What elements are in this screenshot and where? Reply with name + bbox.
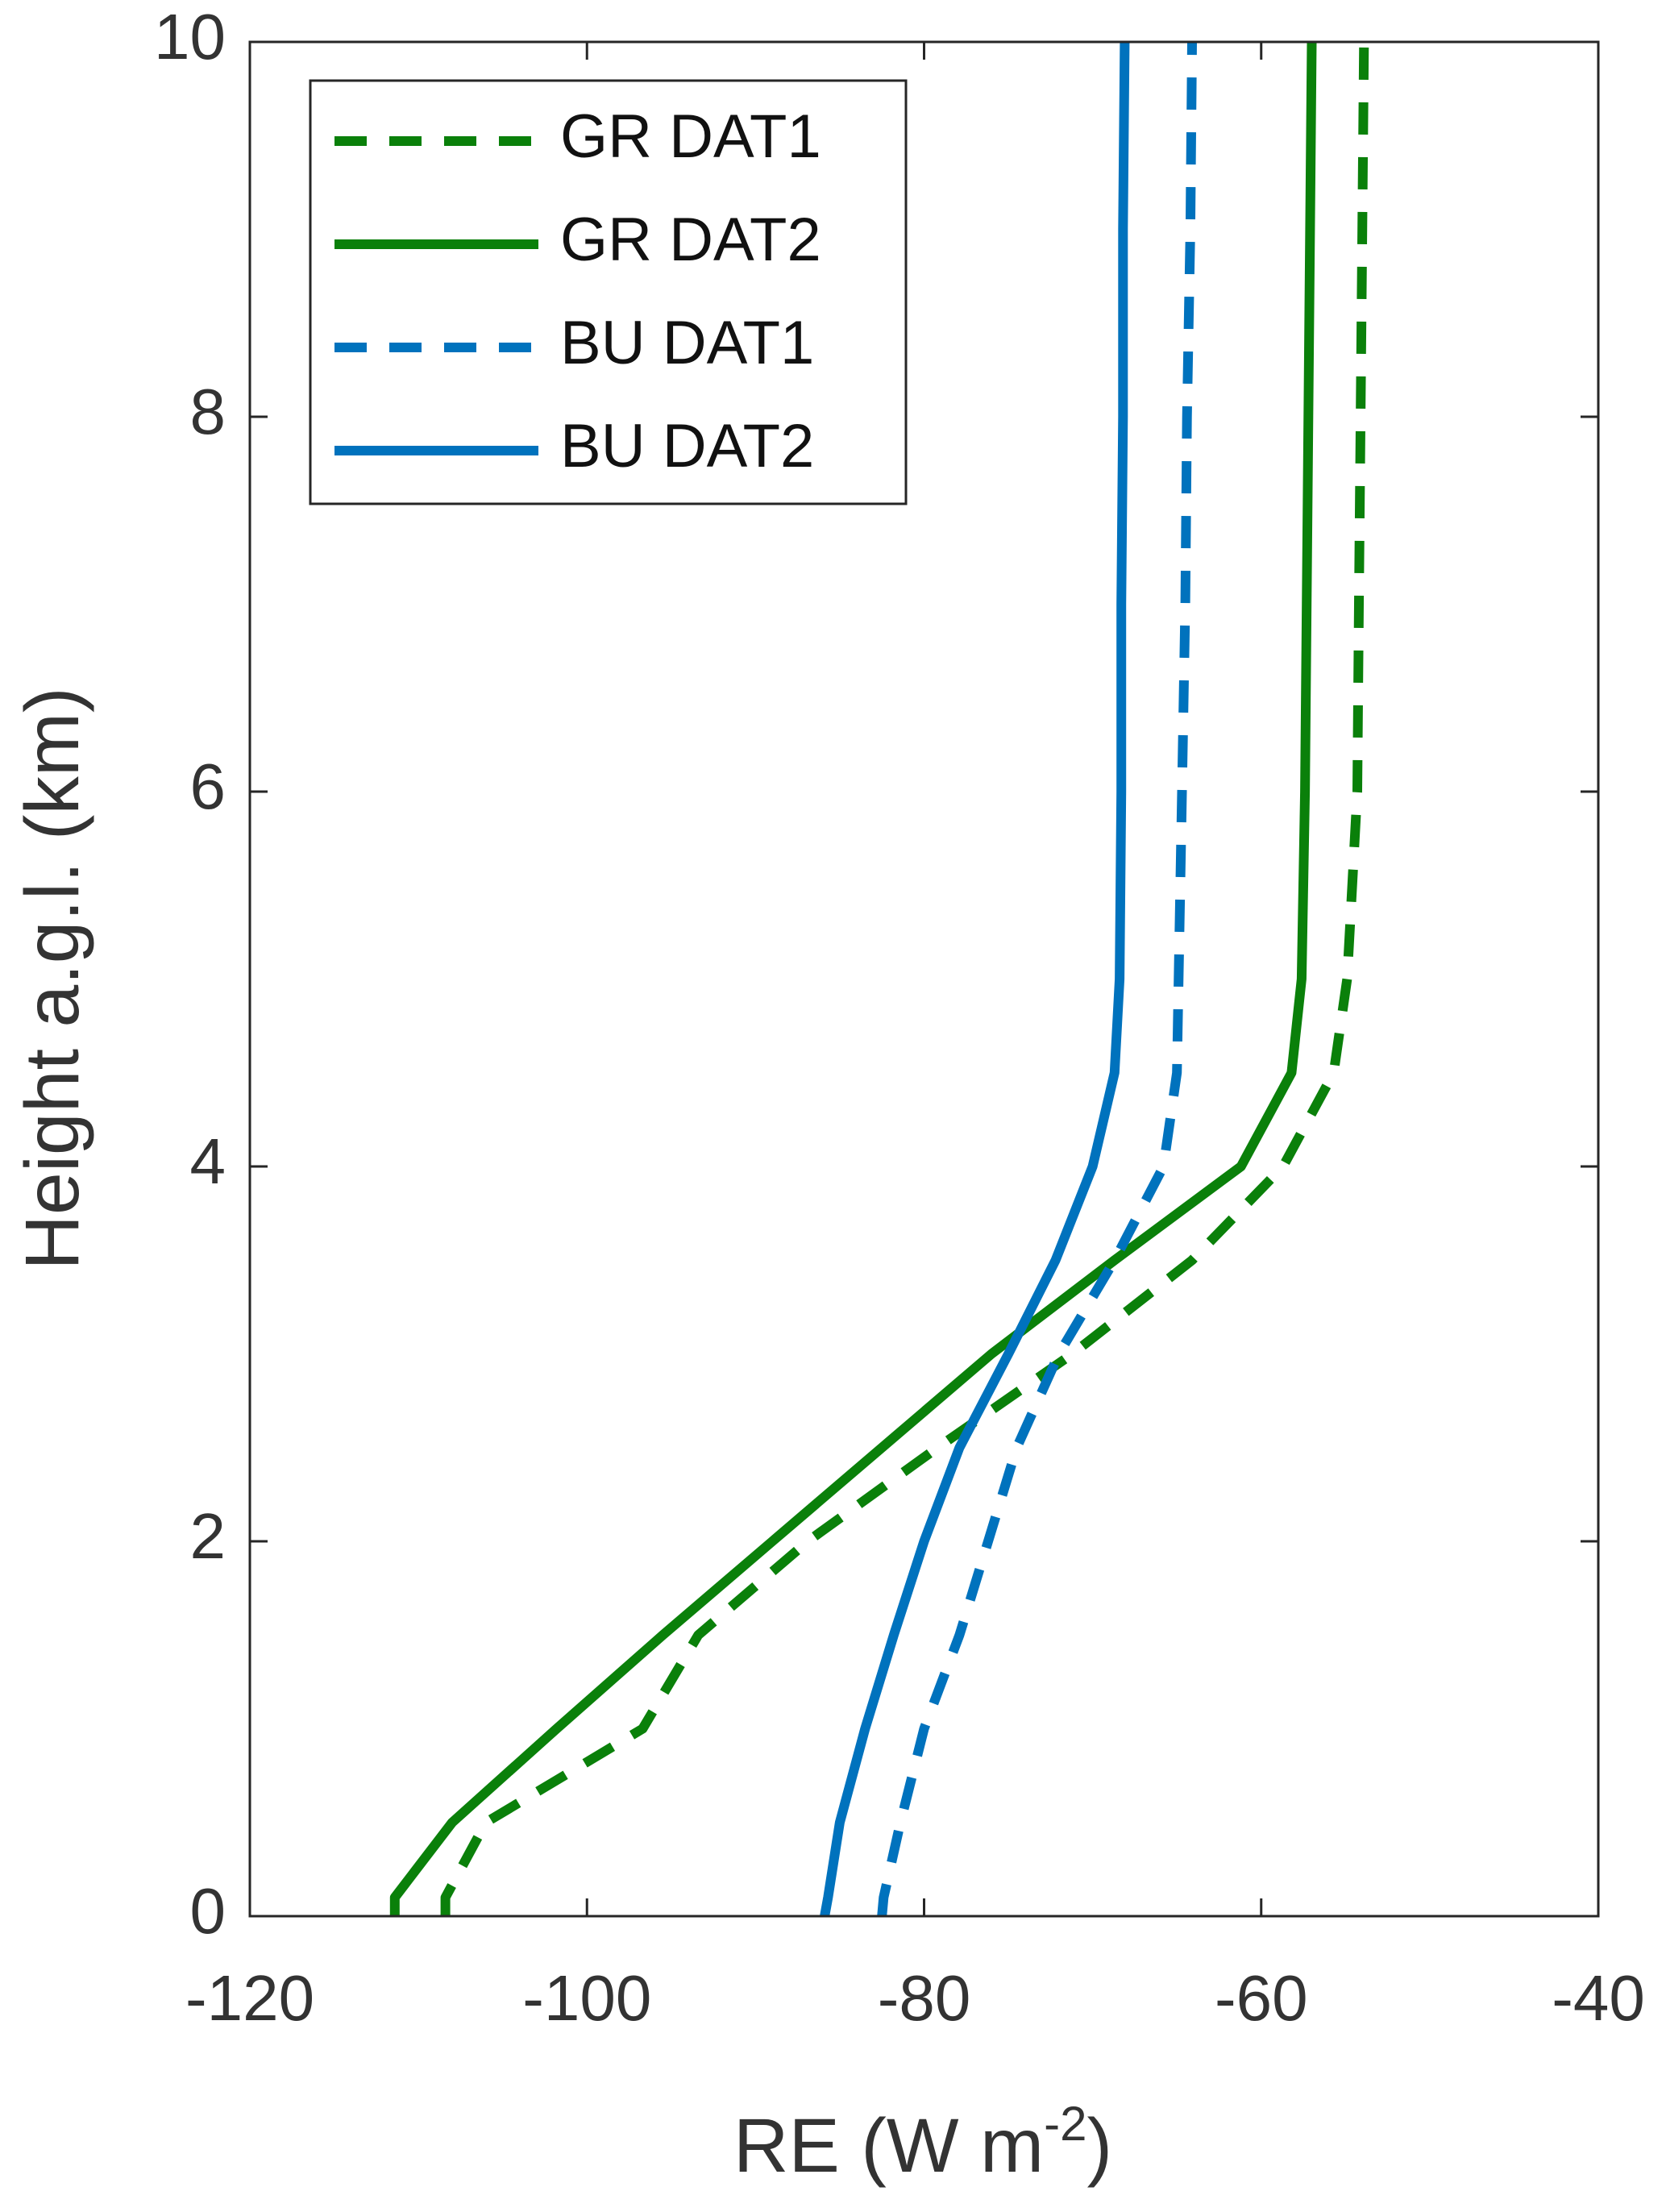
legend-label: BU DAT1 bbox=[560, 309, 814, 377]
x-label-end: ) bbox=[1086, 2103, 1112, 2189]
series-line bbox=[389, 41, 1317, 1916]
y-tick-label: 4 bbox=[190, 1125, 226, 1197]
x-tick-label: -40 bbox=[1552, 1962, 1645, 2034]
x-label-sup: -2 bbox=[1044, 2097, 1086, 2151]
legend-label: BU DAT2 bbox=[560, 412, 814, 480]
x-tick-label: -120 bbox=[185, 1962, 314, 2034]
legend-box bbox=[309, 79, 908, 505]
x-label-main: RE (W m bbox=[733, 2103, 1044, 2189]
x-tick-label: -80 bbox=[878, 1962, 971, 2034]
y-tick-label: 2 bbox=[190, 1500, 226, 1572]
y-tick-label: 6 bbox=[190, 750, 226, 822]
y-tick-label: 0 bbox=[190, 1875, 226, 1947]
x-tick-label: -60 bbox=[1215, 1962, 1308, 2034]
series-line bbox=[440, 41, 1369, 1916]
legend: GR DAT1 GR DAT2 BU DAT1 BU DAT2 bbox=[309, 79, 908, 505]
series-line bbox=[820, 41, 1130, 1918]
y-tick-label: 8 bbox=[190, 376, 226, 447]
plot-frame bbox=[248, 40, 1600, 1918]
legend-label: GR DAT2 bbox=[560, 206, 821, 274]
y-axis-label: Height a.g.l. (km) bbox=[10, 687, 95, 1270]
x-tick-label: -100 bbox=[522, 1962, 651, 2034]
x-axis-label: RE (W m-2) bbox=[733, 2097, 1112, 2189]
legend-label: GR DAT1 bbox=[560, 102, 821, 171]
series-line bbox=[877, 41, 1197, 1917]
y-tick-label: 10 bbox=[154, 1, 226, 73]
